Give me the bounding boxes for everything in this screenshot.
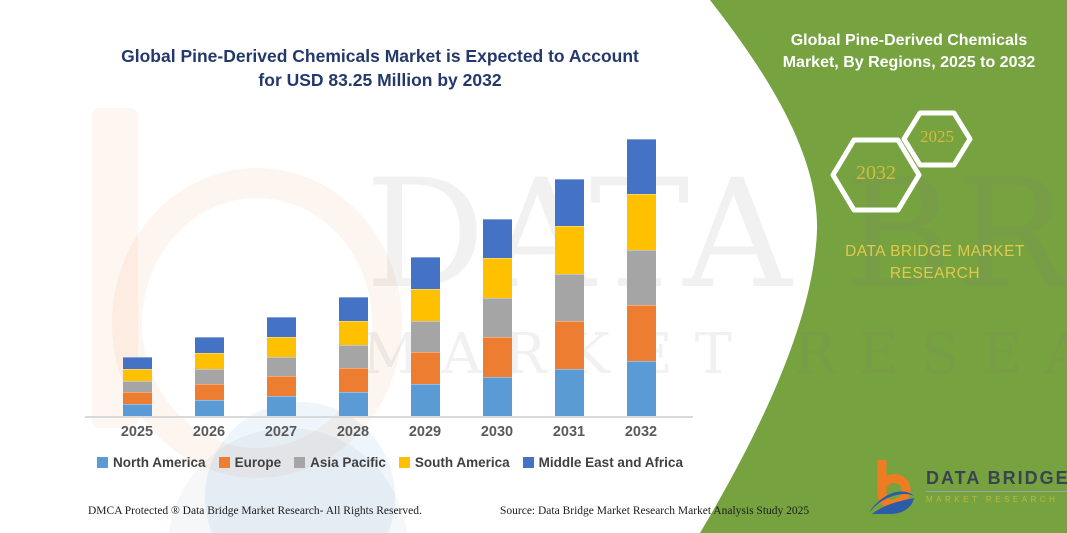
- bar-segment-2030-asia-pacific: [482, 297, 512, 338]
- chart-legend: North America Europe Asia Pacific South Ame…: [45, 455, 735, 470]
- hexagon-2025-label: 2025: [920, 127, 954, 146]
- logo-title: DATA BRIDGE: [926, 468, 1067, 492]
- bar-segment-2032-asia-pacific: [626, 249, 656, 306]
- bar-segment-2029-asia-pacific: [410, 320, 440, 353]
- bar-segment-2026-asia-pacific: [194, 368, 224, 385]
- legend-item-south-america: South America: [398, 455, 510, 470]
- bar-2027: [266, 317, 296, 416]
- bar-2026: [194, 337, 224, 416]
- bar-2029: [410, 257, 440, 416]
- bar-segment-2032-europe: [626, 305, 656, 361]
- hexagon-outline-icon: [901, 110, 973, 168]
- bar-segment-2032-middle-east-and-africa: [626, 139, 656, 195]
- bar-2028: [338, 297, 368, 416]
- panel-title-line2: Market, By Regions, 2025 to 2032: [782, 54, 1036, 71]
- bar-2025: [122, 357, 152, 416]
- logo-text-block: DATA BRIDGE MARKET RESEARCH: [926, 460, 1067, 504]
- bar-segment-2026-middle-east-and-africa: [194, 337, 224, 353]
- bar-segment-2028-north-america: [338, 392, 368, 416]
- legend-swatch-icon: [398, 457, 410, 468]
- bar-segment-2032-south-america: [626, 194, 656, 250]
- panel-title-line1: Global Pine-Derived Chemicals: [790, 32, 1028, 49]
- x-label-2030: 2030: [480, 424, 514, 440]
- panel-brand-line2: RESEARCH: [889, 265, 981, 282]
- x-label-2025: 2025: [120, 424, 154, 440]
- bar-segment-2025-north-america: [122, 404, 152, 416]
- x-label-2031: 2031: [552, 424, 586, 440]
- x-label-2029: 2029: [408, 424, 442, 440]
- stacked-bar-chart: 2025 2026 2027 2028 2029 2030 2031 2032 North A…: [85, 139, 693, 470]
- legend-item-middle-east-and-africa: Middle East and Africa: [522, 455, 683, 470]
- bar-segment-2026-south-america: [194, 352, 224, 369]
- legend-label: South America: [414, 455, 510, 470]
- bar-segment-2031-north-america: [554, 368, 584, 416]
- bar-segment-2027-europe: [266, 376, 296, 397]
- bar-2031: [554, 178, 584, 416]
- bar-segment-2029-south-america: [410, 288, 440, 321]
- x-label-2028: 2028: [336, 424, 370, 440]
- legend-item-north-america: North America: [97, 455, 206, 470]
- bar-segment-2031-europe: [554, 321, 584, 369]
- company-logo: DATA BRIDGE MARKET RESEARCH: [868, 457, 1067, 518]
- bar-segment-2025-middle-east-and-africa: [122, 357, 152, 369]
- bar-segment-2031-south-america: [554, 226, 584, 274]
- legend-item-europe: Europe: [218, 455, 282, 470]
- bar-segment-2030-europe: [482, 337, 512, 377]
- bar-segment-2032-north-america: [626, 360, 656, 416]
- x-label-2032: 2032: [624, 424, 658, 440]
- legend-swatch-icon: [218, 457, 230, 468]
- bar-segment-2027-middle-east-and-africa: [266, 317, 296, 337]
- hexagon-outline-icon: [830, 137, 922, 213]
- x-label-2026: 2026: [192, 424, 226, 440]
- chart-title-line1: Global Pine-Derived Chemicals Market is …: [121, 46, 639, 66]
- bar-segment-2027-south-america: [266, 336, 296, 357]
- bar-segment-2026-north-america: [194, 400, 224, 416]
- bar-segment-2027-north-america: [266, 396, 296, 416]
- bar-segment-2028-south-america: [338, 320, 368, 345]
- legend-label: North America: [113, 455, 206, 470]
- hexagon-2032-label: 2032: [856, 162, 896, 184]
- legend-item-asia-pacific: Asia Pacific: [294, 455, 386, 470]
- bar-2032: [626, 139, 656, 416]
- bar-segment-2025-europe: [122, 392, 152, 405]
- panel-brand-line1: DATA BRIDGE MARKET: [845, 243, 1025, 260]
- legend-label: Asia Pacific: [310, 455, 386, 470]
- bar-segment-2029-north-america: [410, 384, 440, 416]
- legend-label: Middle East and Africa: [538, 455, 683, 470]
- bar-segment-2029-europe: [410, 352, 440, 385]
- bar-segment-2030-middle-east-and-africa: [482, 218, 512, 259]
- chart-title-line2: for USD 83.25 Million by 2032: [258, 70, 502, 90]
- bar-segment-2025-asia-pacific: [122, 380, 152, 393]
- bar-segment-2029-middle-east-and-africa: [410, 257, 440, 289]
- panel-brand-text: DATA BRIDGE MARKET RESEARCH: [818, 241, 1052, 285]
- bar-segment-2027-asia-pacific: [266, 356, 296, 377]
- bar-segment-2031-asia-pacific: [554, 273, 584, 322]
- x-axis-line: [85, 416, 693, 418]
- bar-segment-2025-south-america: [122, 368, 152, 381]
- hexagon-2032: 2032: [830, 136, 922, 214]
- legend-swatch-icon: [522, 457, 534, 468]
- bar-2030: [482, 218, 512, 416]
- legend-label: Europe: [234, 455, 282, 470]
- bar-segment-2030-north-america: [482, 376, 512, 416]
- bar-segment-2030-south-america: [482, 258, 512, 298]
- hexagon-2025: 2025: [901, 110, 973, 168]
- dmca-notice: DMCA Protected ® Data Bridge Market Rese…: [88, 505, 422, 517]
- x-label-2027: 2027: [264, 424, 298, 440]
- data-bridge-logo-icon: [868, 457, 918, 518]
- bar-segment-2028-asia-pacific: [338, 344, 368, 369]
- legend-swatch-icon: [97, 457, 109, 468]
- chart-title: Global Pine-Derived Chemicals Market is …: [100, 44, 660, 92]
- bar-segment-2026-europe: [194, 384, 224, 401]
- legend-swatch-icon: [294, 457, 306, 468]
- bar-segment-2028-europe: [338, 368, 368, 393]
- source-note: Source: Data Bridge Market Research Mark…: [500, 505, 810, 517]
- bar-segment-2031-middle-east-and-africa: [554, 178, 584, 227]
- bar-segment-2028-middle-east-and-africa: [338, 297, 368, 321]
- logo-subtitle: MARKET RESEARCH: [926, 495, 1059, 504]
- panel-title: Global Pine-Derived Chemicals Market, By…: [763, 30, 1055, 74]
